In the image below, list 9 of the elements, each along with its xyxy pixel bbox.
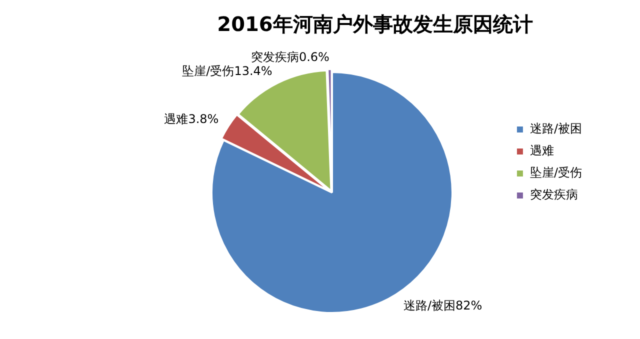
legend-label: 遇难 bbox=[530, 144, 554, 158]
category-label: 坠崖/受伤13.4% bbox=[182, 64, 272, 78]
chart-title: 2016年河南户外事故发生原因统计 bbox=[217, 12, 533, 36]
category-label: 遇难3.8% bbox=[164, 112, 219, 126]
category-label: 突发疾病0.6% bbox=[250, 50, 330, 64]
legend-label: 突发疾病 bbox=[530, 188, 578, 202]
category-label: 迷路/被困82% bbox=[403, 298, 482, 313]
legend-label: 迷路/被困 bbox=[530, 122, 582, 136]
legend-label: 坠崖/受伤 bbox=[530, 166, 582, 180]
